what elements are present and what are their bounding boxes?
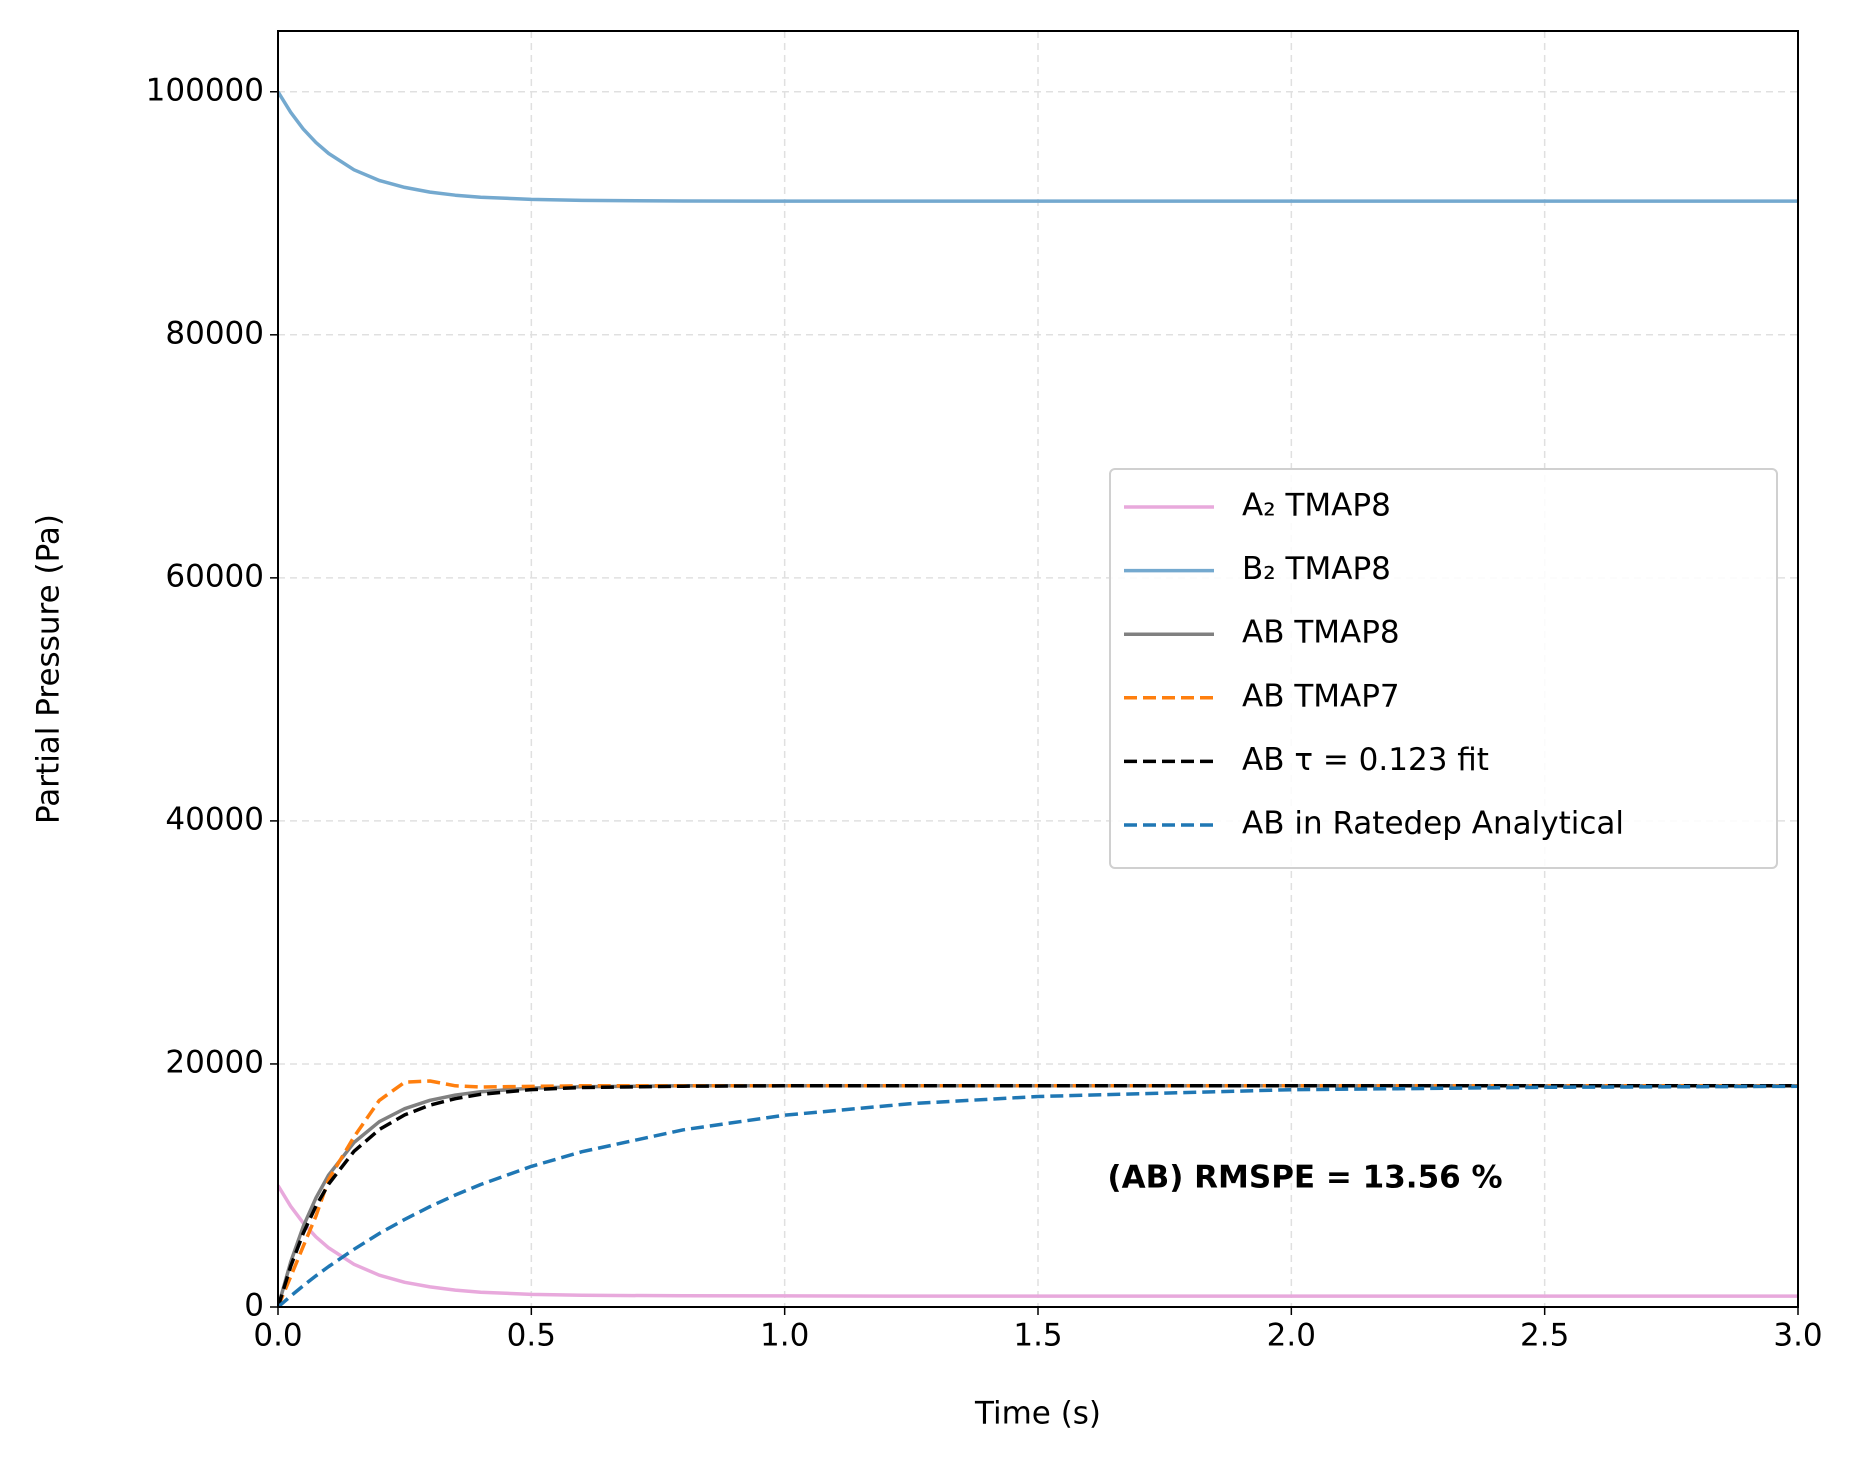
y-tick-label: 100000 [146,72,264,108]
y-tick-label: 80000 [165,315,264,351]
y-axis-label: Partial Pressure (Pa) [31,514,67,824]
legend-box [1109,468,1778,869]
y-tick-label: 0 [244,1288,264,1324]
x-tick-label: 3.0 [1773,1318,1822,1354]
x-tick-label: 2.0 [1267,1318,1316,1354]
legend-label: AB TMAP7 [1242,678,1400,714]
x-tick-label: 0.0 [253,1318,302,1354]
series-line [278,90,1798,203]
annotation: (AB) RMSPE = 13.56 % [1107,1160,1502,1196]
plot-frame [277,30,1799,1308]
series-line [278,1079,1798,1307]
legend-label: AB τ = 0.123 fit [1242,742,1489,778]
x-tick-label: 2.5 [1520,1318,1569,1354]
legend-label: B₂ TMAP8 [1242,551,1391,587]
legend-label: A₂ TMAP8 [1242,488,1391,524]
x-tick-label: 1.5 [1013,1318,1062,1354]
series-line [278,1184,1798,1298]
x-tick-label: 0.5 [507,1318,556,1354]
y-tick-label: 60000 [165,558,264,594]
legend-label: AB TMAP8 [1242,615,1400,651]
legend-label: AB in Ratedep Analytical [1242,806,1624,842]
series-line [278,1084,1798,1307]
y-tick-label: 20000 [165,1044,264,1080]
y-tick-label: 40000 [165,801,264,837]
x-tick-label: 1.0 [760,1318,809,1354]
x-axis-label: Time (s) [974,1396,1101,1432]
